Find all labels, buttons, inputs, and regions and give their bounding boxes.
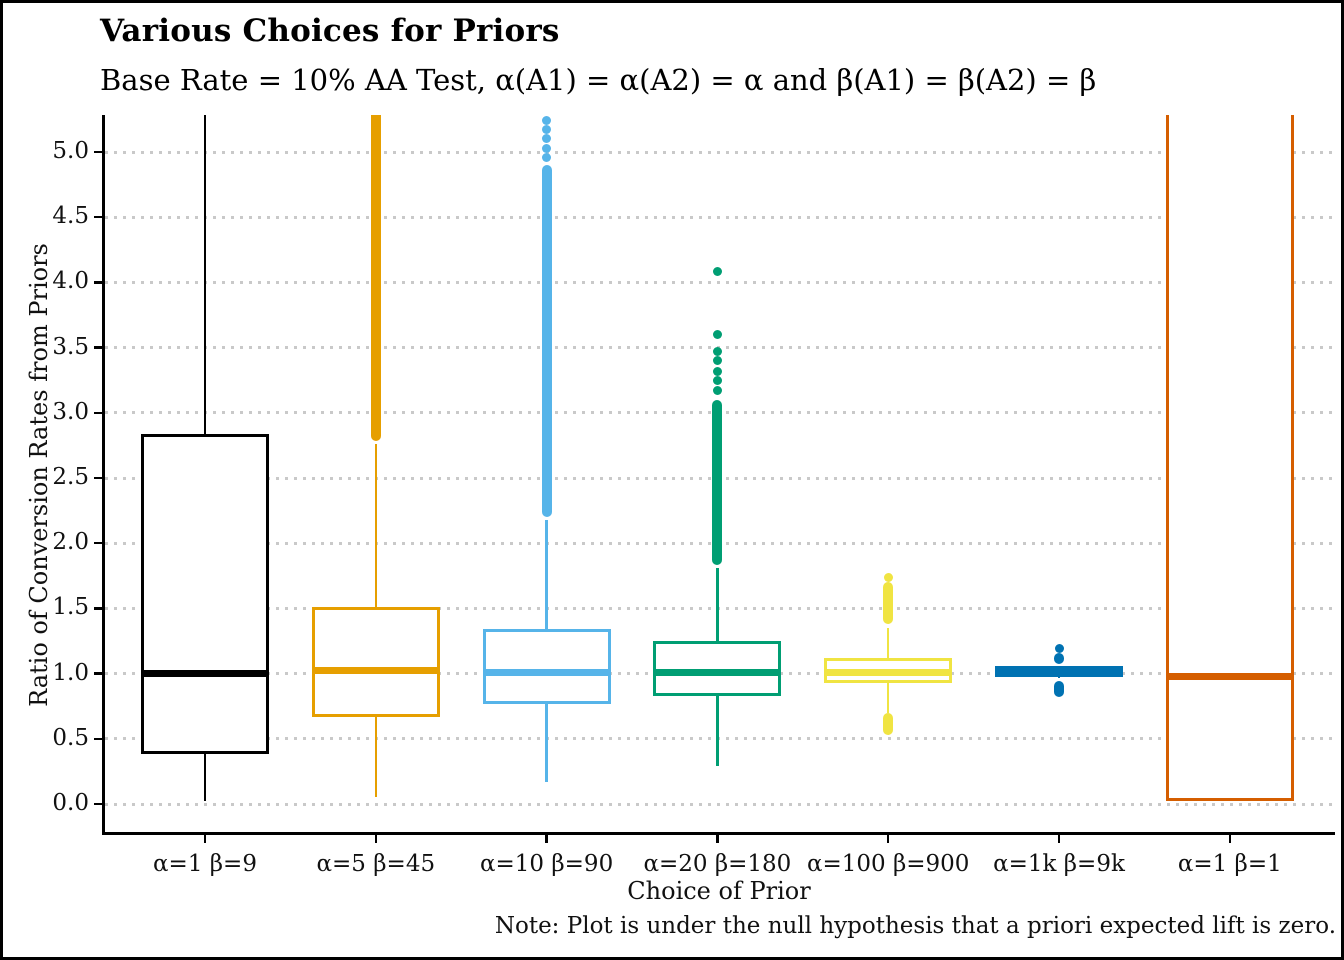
outlier-dot	[542, 125, 552, 135]
x-axis-title: Choice of Prior	[627, 877, 811, 905]
outlier-dot	[1054, 644, 1064, 654]
y-tick-mark	[94, 672, 103, 675]
median-line	[141, 670, 269, 678]
box-iqr	[141, 433, 269, 755]
outlier-dot	[542, 143, 552, 153]
outlier-band	[883, 712, 894, 735]
y-axis-line	[102, 115, 105, 834]
x-tick-label: α=100 β=900	[806, 851, 970, 877]
outlier-band	[883, 582, 894, 625]
median-line	[311, 667, 440, 675]
y-tick-mark	[94, 411, 103, 415]
y-tick-label: 4.5	[52, 203, 89, 230]
box-iqr	[482, 629, 611, 704]
gridline-y-0.0	[105, 802, 1333, 806]
y-tick-label: 0.0	[52, 790, 89, 816]
outlier-dot	[712, 366, 722, 376]
median-line	[1165, 672, 1294, 680]
caption-note: Note: Plot is under the null hypothesis …	[494, 913, 1336, 939]
outlier-dot	[712, 356, 722, 366]
chart-subtitle: Base Rate = 10% AA Test, α(A1) = α(A2) =…	[100, 63, 1097, 97]
box-iqr	[1165, 115, 1294, 802]
gridline-y-4.0	[105, 280, 1333, 284]
outlier-dot	[542, 134, 552, 144]
x-tick-mark	[886, 834, 890, 843]
gridline-y-1.5	[105, 606, 1333, 610]
y-tick-mark	[94, 737, 103, 741]
y-tick-mark	[94, 802, 103, 806]
box-iqr	[311, 607, 440, 717]
y-tick-label: 0.5	[52, 724, 89, 751]
y-tick-label: 4.0	[52, 268, 89, 295]
x-tick-label: α=10 β=90	[479, 851, 614, 877]
y-tick-label: 1.5	[52, 594, 89, 621]
median-line	[824, 668, 953, 676]
y-tick-label: 3.5	[52, 333, 89, 360]
outlier-band	[1054, 680, 1064, 698]
y-tick-label: 1.0	[52, 659, 89, 686]
x-tick-label: α=1 β=1	[1177, 851, 1282, 877]
y-tick-mark	[94, 150, 103, 154]
x-tick-label: α=20 β=180	[643, 851, 792, 877]
outlier-dot	[542, 116, 552, 126]
outlier-dot	[712, 375, 722, 385]
y-tick-mark	[94, 476, 103, 480]
x-tick-label: α=1k β=9k	[993, 851, 1125, 877]
plot-panel	[103, 115, 1335, 833]
outlier-dot	[712, 386, 722, 396]
y-tick-label: 3.0	[52, 398, 89, 425]
x-tick-mark	[545, 834, 548, 843]
x-tick-mark	[203, 834, 207, 843]
y-tick-mark	[94, 346, 103, 349]
outlier-dot	[712, 330, 722, 340]
median-line	[482, 668, 611, 676]
gridline-y-4.5	[105, 215, 1333, 219]
outlier-band	[712, 399, 723, 566]
outlier-dot	[712, 267, 722, 277]
box-iqr	[653, 641, 782, 696]
y-tick-label: 5.0	[52, 138, 89, 164]
x-tick-mark	[1228, 834, 1232, 843]
median-line	[995, 668, 1123, 676]
x-tick-mark	[716, 834, 719, 843]
y-tick-mark	[94, 215, 103, 219]
x-tick-mark	[1057, 834, 1061, 843]
x-tick-label: α=5 β=45	[316, 851, 436, 877]
outlier-band	[370, 115, 381, 442]
outlier-band	[1054, 652, 1064, 665]
outlier-band	[541, 165, 552, 518]
y-tick-label: 2.5	[52, 464, 89, 490]
x-axis-line	[102, 832, 1335, 835]
y-tick-mark	[94, 607, 103, 610]
gridline-y-5.0	[105, 150, 1333, 154]
outlier-dot	[712, 347, 722, 356]
outlier-dot	[883, 572, 893, 582]
gridline-y-0.5	[105, 737, 1333, 741]
y-tick-label: 2.0	[52, 529, 89, 556]
x-tick-mark	[374, 834, 378, 843]
median-line	[653, 668, 782, 676]
outlier-dot	[542, 152, 552, 162]
y-tick-mark	[94, 281, 103, 284]
x-tick-label: α=1 β=9	[153, 851, 257, 877]
y-tick-mark	[94, 541, 103, 545]
chart-title: Various Choices for Priors	[100, 13, 560, 49]
